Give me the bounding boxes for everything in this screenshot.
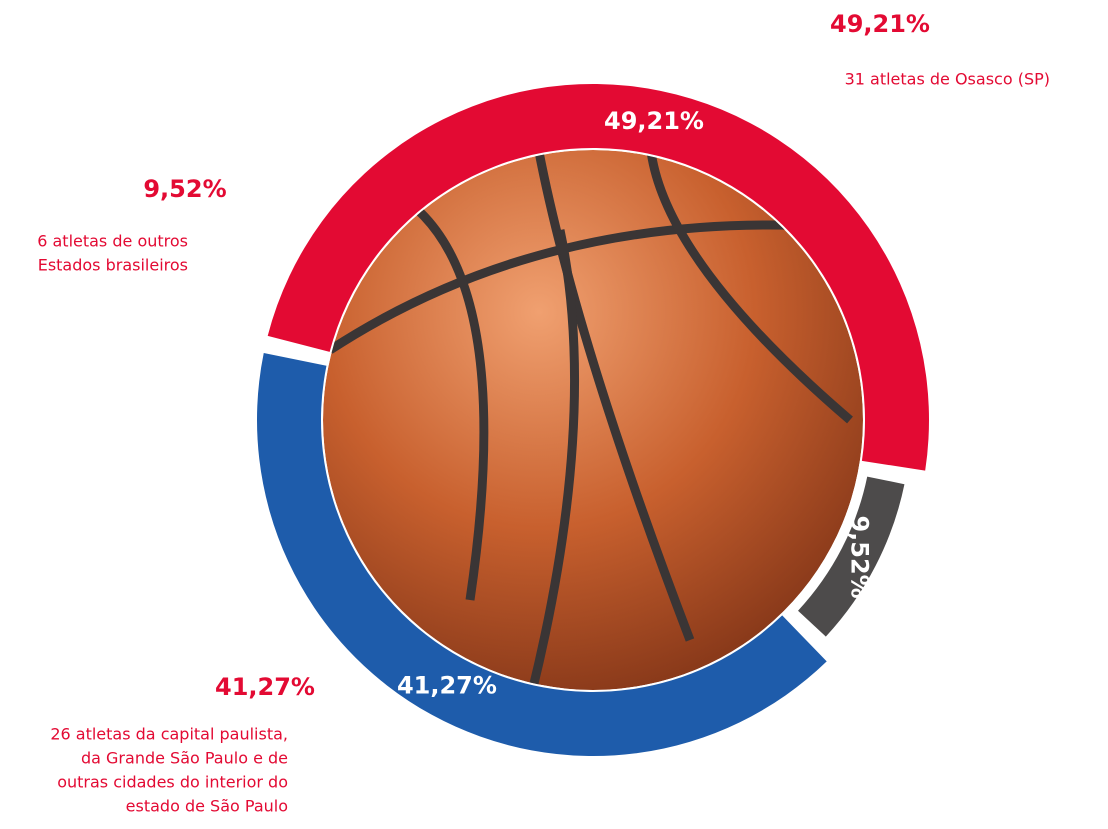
- donut-segment: [267, 84, 929, 471]
- callout-description: 26 atletas da capital paulista,: [50, 725, 288, 744]
- segment-label: 41,27%: [397, 672, 497, 700]
- donut-segment: [256, 353, 827, 756]
- callout-description: 6 atletas de outros: [37, 232, 188, 251]
- donut: [256, 84, 929, 756]
- callout-description: 31 atletas de Osasco (SP): [845, 70, 1050, 89]
- segment-label: 9,52%: [846, 515, 874, 598]
- callout-description: estado de São Paulo: [126, 797, 288, 816]
- donut-segment: [798, 476, 905, 637]
- callout-description: da Grande São Paulo e de: [81, 749, 288, 768]
- basketball: [323, 150, 863, 690]
- callout-description: Estados brasileiros: [38, 256, 188, 275]
- callout-value: 41,27%: [215, 673, 315, 701]
- callout-value: 49,21%: [830, 10, 930, 38]
- callout-value: 9,52%: [143, 175, 226, 203]
- segment-label: 49,21%: [604, 107, 704, 135]
- callout-description: outras cidades do interior do: [57, 773, 288, 792]
